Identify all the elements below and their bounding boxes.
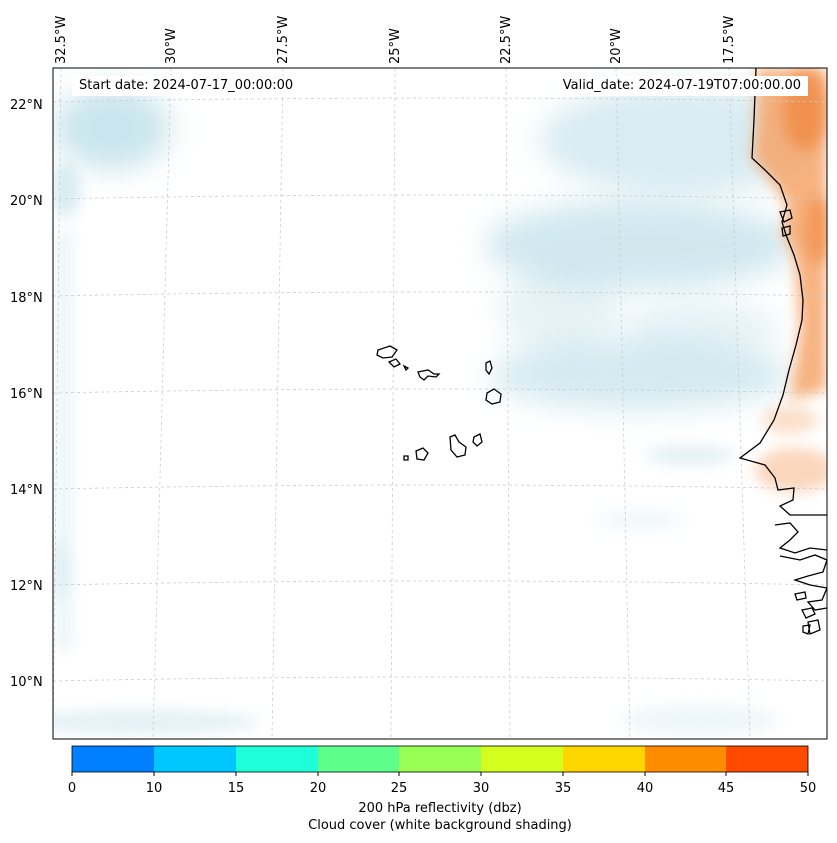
colorbar bbox=[71, 745, 809, 776]
coastline bbox=[738, 68, 827, 635]
lon-label-27-5w: 27.5°W bbox=[276, 15, 291, 64]
boa-vista bbox=[485, 388, 502, 405]
fogo bbox=[415, 447, 429, 461]
lat-label-18n: 18°N bbox=[10, 291, 43, 306]
cloud-cover-shading bbox=[53, 85, 820, 734]
guinea-bissau-coast bbox=[779, 554, 827, 611]
colorbar-tick-label: 45 bbox=[717, 781, 735, 796]
colorbar-tick-label: 10 bbox=[145, 781, 163, 796]
mauritania-coast bbox=[738, 68, 827, 516]
lon-label-20w: 20°W bbox=[609, 28, 624, 64]
colorbar-tick-label: 50 bbox=[799, 781, 817, 796]
santo-antao bbox=[376, 345, 398, 359]
maio bbox=[472, 433, 483, 447]
graticule bbox=[53, 68, 827, 739]
brava bbox=[403, 455, 409, 461]
colorbar-tick-label: 20 bbox=[309, 781, 327, 796]
lat-label-20n: 20°N bbox=[10, 194, 43, 209]
colorbar-tick-label: 35 bbox=[554, 781, 572, 796]
colorbar-segment bbox=[72, 746, 154, 772]
sao-nicolau bbox=[417, 369, 441, 381]
lon-label-30w: 30°W bbox=[164, 28, 179, 64]
map-area bbox=[53, 68, 827, 739]
lon-label-22-5w: 22.5°W bbox=[499, 15, 514, 64]
colorbar-title: 200 hPa reflectivity (dbz) bbox=[358, 801, 522, 816]
lat-label-10n: 10°N bbox=[10, 675, 43, 690]
colorbar-segment bbox=[399, 746, 481, 772]
lon-label-17-5w: 17.5°W bbox=[722, 15, 737, 64]
senegal-gambia-coast bbox=[774, 522, 827, 554]
colorbar-tick-label: 0 bbox=[67, 781, 77, 796]
colorbar-segment bbox=[481, 746, 563, 772]
colorbar-subtitle: Cloud cover (white background shading) bbox=[308, 818, 572, 833]
lat-label-12n: 12°N bbox=[10, 579, 43, 594]
colorbar-segment bbox=[154, 746, 236, 772]
lon-label-25w: 25°W bbox=[388, 28, 403, 64]
colorbar-tick-label: 15 bbox=[227, 781, 245, 796]
lon-label-32-5w: 32.5°W bbox=[54, 15, 69, 64]
lat-label-14n: 14°N bbox=[10, 483, 43, 498]
santa-luzia bbox=[402, 364, 410, 372]
cape-verde-islands bbox=[376, 345, 502, 461]
colorbar-segment bbox=[563, 746, 645, 772]
colorbar-frame bbox=[71, 745, 809, 773]
colorbar-ticks bbox=[71, 772, 809, 776]
map-frame bbox=[52, 67, 828, 740]
reflectivity-shading bbox=[752, 68, 827, 492]
santiago bbox=[449, 434, 467, 458]
colorbar-segment bbox=[236, 746, 318, 772]
sal bbox=[485, 360, 493, 376]
valid-date-label: Valid_date: 2024-07-19T07:00:00.00 bbox=[555, 76, 808, 96]
colorbar-tick-label: 30 bbox=[472, 781, 490, 796]
bijagos-islands bbox=[794, 591, 821, 635]
colorbar-segment bbox=[726, 746, 808, 772]
lat-label-22n: 22°N bbox=[10, 98, 43, 113]
lat-label-16n: 16°N bbox=[10, 387, 43, 402]
colorbar-segment bbox=[645, 746, 726, 772]
colorbar-tick-label: 40 bbox=[636, 781, 654, 796]
colorbar-segment bbox=[318, 746, 399, 772]
colorbar-tick-label: 25 bbox=[390, 781, 408, 796]
bay-islands bbox=[779, 209, 793, 237]
start-date-label: Start date: 2024-07-17_00:00:00 bbox=[72, 76, 301, 96]
sao-vicente bbox=[387, 358, 402, 368]
